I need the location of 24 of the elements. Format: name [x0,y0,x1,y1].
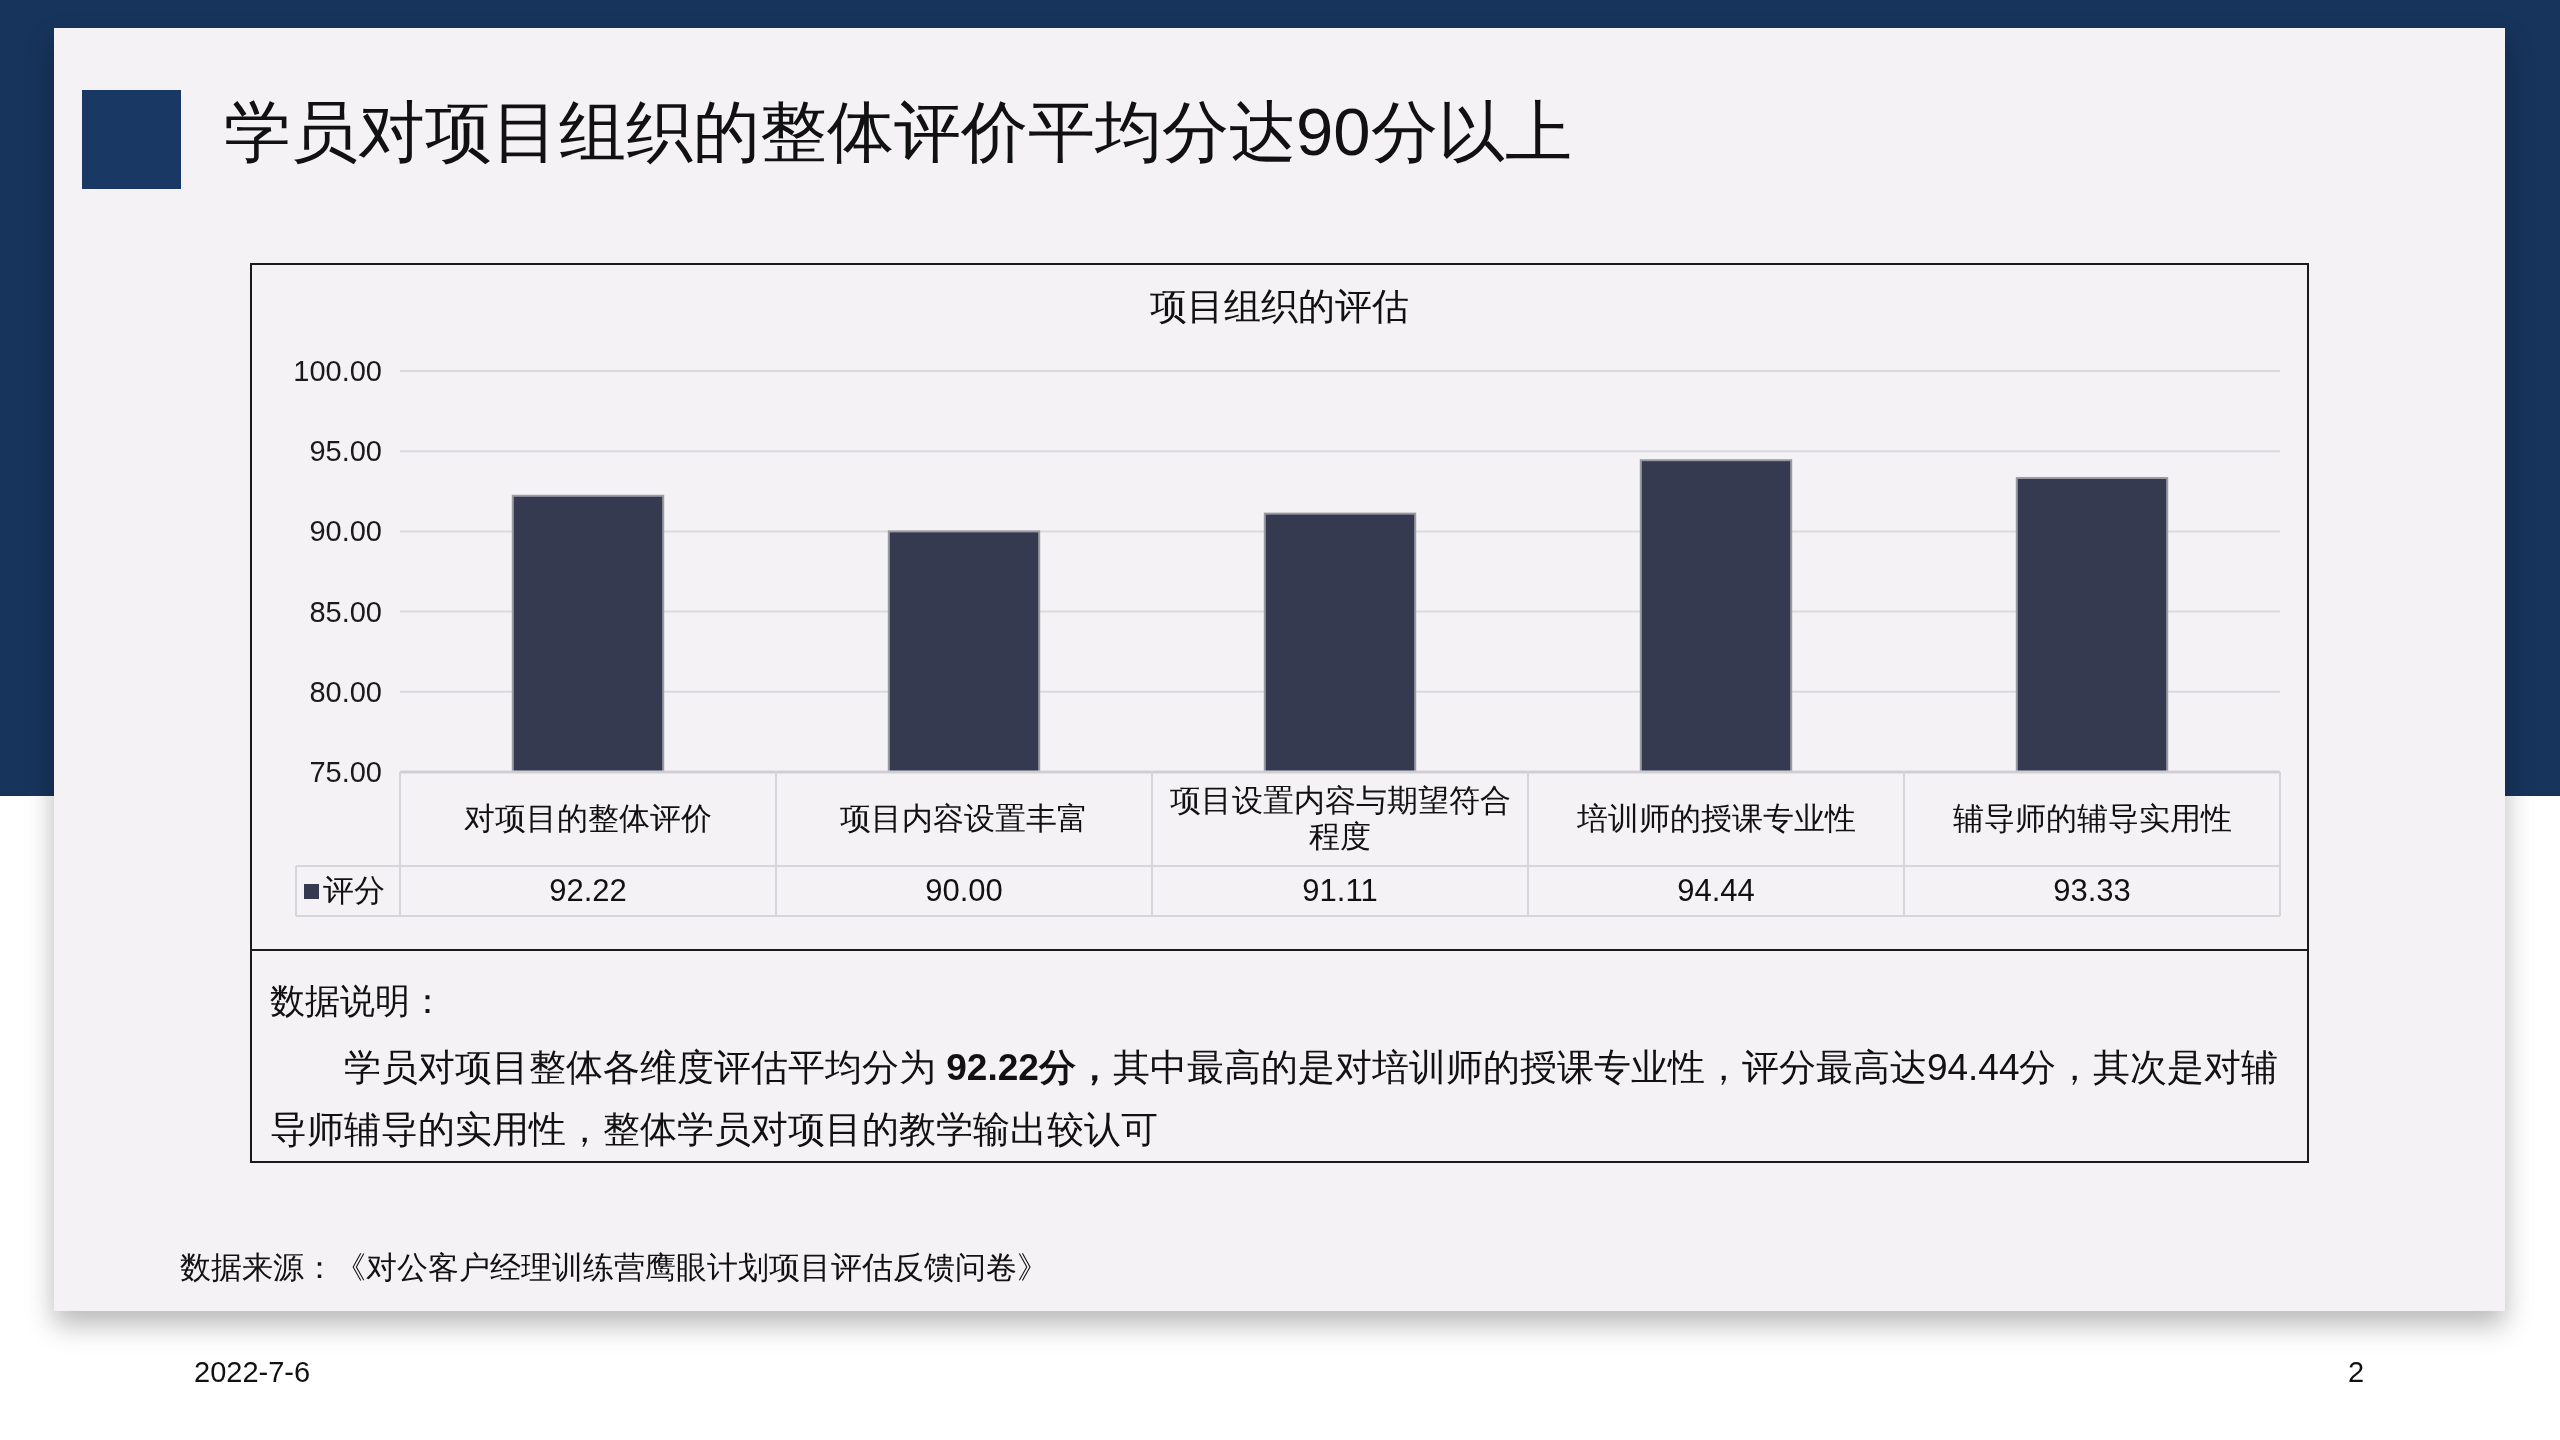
data-label: 93.33 [2053,872,2131,910]
x-tick-label: 培训师的授课专业性 [1576,801,1856,837]
data-label: 90.00 [925,872,1003,910]
text: 数据说明： [270,980,445,1022]
legend-label: 评分 [323,872,385,910]
x-tick-label: 项目内容设置丰富 [840,801,1088,837]
source-note: 数据来源：《对公客户经理训练营鹰眼计划项目评估反馈问卷》 [180,1249,1048,1287]
y-tick-label: 90.00 [309,514,382,550]
y-tick-label: 95.00 [309,434,382,470]
chart-subtitle: 项目组织的评估 [1149,285,1409,329]
x-tick-label: 项目设置内容与期望符合程度 [1168,783,1512,855]
y-tick-label: 80.00 [309,674,382,710]
y-tick-label: 100.00 [293,354,382,389]
x-tick-label: 辅导师的辅导实用性 [1952,801,2232,837]
chart-title: 学员对项目组织的整体评价平均分达90分以上 [224,93,1572,171]
y-tick-label: 85.00 [309,594,382,630]
text: 学员对项目整体各维度评估平均分为 92.22分，其中最高的是对培训师的授课专业性，评分最高达94.44分，其次是对辅导师辅导的实用性，整体学员对项目的教学输出较认可 [270,1046,2280,1152]
y-tick-label: 75.00 [309,755,382,790]
x-tick-label: 对项目的整体评价 [464,801,712,837]
text: 2022-7-6 [194,1355,311,1390]
data-label: 94.44 [1677,872,1755,910]
data-label: 92.22 [549,872,627,910]
data-label: 91.11 [1302,872,1378,910]
text: 2 [2347,1355,2365,1390]
